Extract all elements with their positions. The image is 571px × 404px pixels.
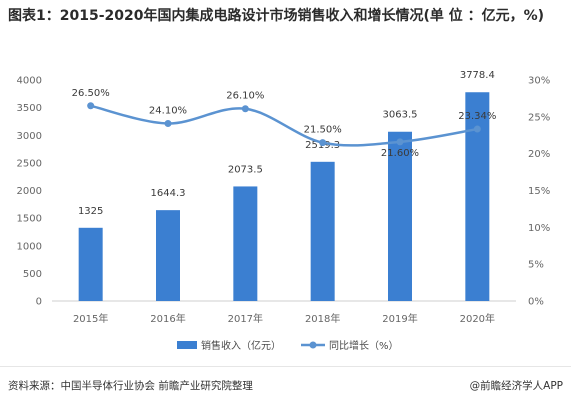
left-tick-label: 0	[36, 297, 42, 308]
legend: 销售收入（亿元） 同比增长（%）	[177, 339, 399, 352]
x-category-label: 2020年	[460, 312, 495, 325]
growth-marker	[241, 105, 249, 113]
x-category-label: 2018年	[305, 312, 340, 325]
x-category-label: 2016年	[150, 312, 185, 325]
bar	[156, 210, 180, 301]
right-tick-label: 10%	[528, 223, 550, 234]
growth-marker	[87, 102, 95, 110]
legend-bar-label: 销售收入（亿元）	[201, 339, 281, 352]
left-tick-label: 3000	[17, 131, 42, 142]
bar	[233, 186, 258, 301]
left-tick-label: 4000	[17, 76, 42, 87]
x-category-label: 2019年	[382, 312, 417, 325]
left-tick-label: 3500	[17, 103, 42, 114]
bar-value-label: 1644.3	[151, 188, 186, 199]
bar	[310, 161, 335, 301]
left-tick-label: 2000	[17, 186, 42, 197]
growth-marker	[319, 139, 327, 147]
legend-bar-swatch	[177, 341, 197, 349]
growth-value-label: 23.34%	[458, 111, 496, 122]
brand-credit: @前瞻经济学人APP	[470, 378, 563, 393]
right-tick-label: 30%	[528, 76, 550, 87]
x-category-label: 2015年	[73, 312, 108, 325]
growth-value-label: 24.10%	[149, 105, 187, 116]
bar	[388, 131, 412, 301]
chart-title: 图表1：2015-2020年国内集成电路设计市场销售收入和增长情况(单 位 ：亿…	[8, 8, 545, 24]
x-category-label: 2017年	[228, 312, 263, 325]
right-tick-label: 5%	[528, 260, 544, 271]
right-tick-label: 25%	[528, 112, 550, 123]
bar-value-label: 1325	[78, 206, 103, 217]
left-tick-label: 1000	[17, 241, 42, 252]
source-note: 资料来源：中国半导体行业协会 前瞻产业研究院整理	[8, 380, 253, 392]
right-tick-label: 15%	[528, 186, 550, 197]
left-tick-label: 2500	[17, 158, 42, 169]
right-tick-label: 0%	[528, 297, 544, 308]
x-axis-labels: 2015年 2016年 2017年 2018年 2019年 2020年	[73, 312, 495, 325]
right-tick-label: 20%	[528, 149, 550, 160]
left-tick-label: 500	[23, 269, 42, 280]
growth-marker	[473, 125, 481, 133]
bar-value-label: 3063.5	[383, 110, 418, 121]
brand-text: @前瞻经济学人APP	[469, 380, 563, 392]
right-axis-ticks: 0% 5% 10% 15% 20% 25% 30%	[528, 76, 550, 308]
bar-value-label: 3778.4	[460, 70, 495, 81]
growth-value-labels: 26.50% 24.10% 26.10% 21.50% 21.60% 23.34%	[72, 88, 497, 159]
growth-line	[90, 104, 478, 147]
growth-value-label: 26.10%	[226, 91, 264, 102]
left-tick-label: 1500	[17, 214, 42, 225]
growth-value-label: 21.60%	[381, 148, 419, 159]
bar-value-label: 2073.5	[228, 164, 263, 175]
left-axis-ticks: 0 500 1000 1500 2000 2500 3000 3500 4000	[17, 76, 42, 308]
growth-marker	[396, 138, 404, 146]
growth-value-label: 21.50%	[304, 125, 342, 136]
growth-marker	[164, 119, 172, 127]
bar	[465, 92, 490, 301]
bar	[78, 227, 103, 301]
legend-line-label: 同比增长（%）	[329, 339, 399, 352]
growth-markers	[87, 102, 481, 147]
growth-value-label: 26.50%	[72, 88, 110, 99]
legend-line-marker	[309, 341, 317, 349]
footer-divider	[0, 366, 571, 367]
